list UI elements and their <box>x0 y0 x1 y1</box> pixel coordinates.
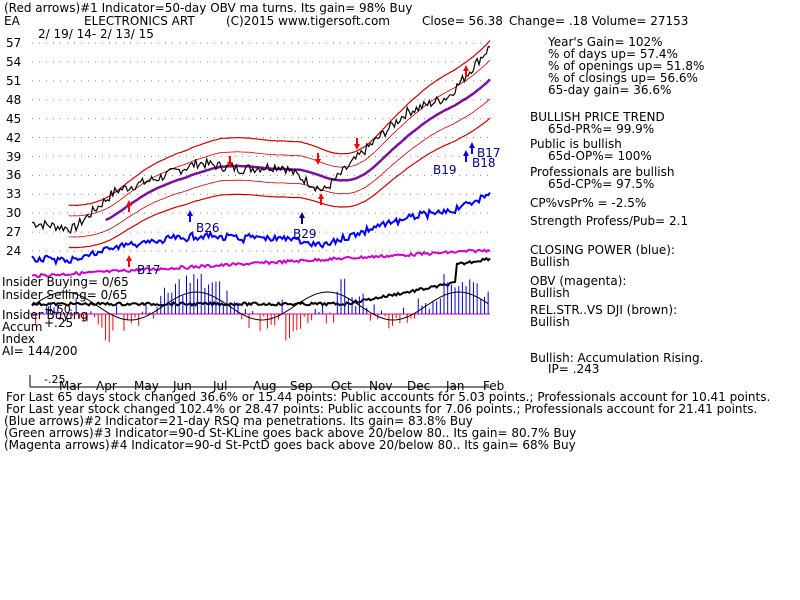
y-tick-label: 45 <box>6 112 22 126</box>
band-line <box>68 98 491 238</box>
obv-line <box>31 248 491 279</box>
index-label: Index <box>2 332 36 346</box>
x-tick-label: Feb <box>483 379 505 393</box>
blue-buy-arrow <box>463 150 469 162</box>
days-up: % of days up= 57.4% <box>548 47 678 61</box>
y-tick-label: 39 <box>6 150 22 164</box>
x-tick-label: Aug <box>253 379 277 393</box>
closing-power-line <box>31 192 491 267</box>
footer-magenta-arrows: (Magenta arrows)#4 Indicator=90-d St-Pct… <box>4 438 576 452</box>
band-line <box>68 117 491 249</box>
annotation-b17-high: B17 <box>477 146 501 160</box>
footer-blue-arrows: (Blue arrows)#2 Indicator=21-day RSQ ma … <box>4 414 473 428</box>
accumulation-ma-line <box>31 291 489 321</box>
x-tick-label: Jun <box>173 379 192 393</box>
y-tick-label: 48 <box>6 93 22 107</box>
insider-selling: Insider Selling= 0/65 <box>2 288 128 302</box>
chart-grid <box>32 42 490 252</box>
obv-value: Bullish <box>530 286 570 300</box>
annotation-b17-low: B17 <box>137 263 161 277</box>
op-pct: 65d-OP%= 100% <box>548 149 652 163</box>
cpvspr: CP%vsPr% = -2.5% <box>530 196 647 210</box>
company-name: ELECTRONICS ART <box>84 14 195 28</box>
red-buy-arrow <box>318 193 324 205</box>
blue-buy-arrow <box>299 212 305 224</box>
annotation-b29: B29 <box>293 227 317 241</box>
price-bands <box>68 40 491 249</box>
y-tick-label: 36 <box>6 168 22 182</box>
annotation-b18: B18 <box>472 156 496 170</box>
pros-bullish: Professionals are bullish <box>530 165 675 179</box>
cp-pct: 65d-CP%= 97.5% <box>548 177 655 191</box>
strength: Strength Profess/Pub= 2.1 <box>530 214 689 228</box>
x-tick-label: Sep <box>290 379 313 393</box>
x-tick-label: Nov <box>369 379 393 393</box>
ip-value: IP= .243 <box>548 362 600 376</box>
accum-rising: Bullish: Accumulation Rising. <box>530 351 704 365</box>
close-value: Close= 56.38 <box>422 14 503 28</box>
x-tick-label: Oct <box>331 379 352 393</box>
closings-up: % of closings up= 56.6% <box>548 71 698 85</box>
y-tick-label: 30 <box>6 206 22 220</box>
date-range: 2/ 19/ 14- 2/ 13/ 15 <box>38 27 154 41</box>
y-tick-label: 27 <box>6 225 22 239</box>
accum-label: Accum <box>2 320 43 334</box>
red-buy-arrow <box>463 65 469 77</box>
x-tick-label: Mar <box>59 379 82 393</box>
annotation-b19: B19 <box>433 163 457 177</box>
x-tick-label: Apr <box>96 379 117 393</box>
openings-up: % of openings up= 51.8% <box>548 59 705 73</box>
accum-plus25: +.25 <box>44 316 74 330</box>
ticker: EA <box>4 14 20 28</box>
annotation-b26: B26 <box>196 221 220 235</box>
closing-power-value: Bullish <box>530 255 570 269</box>
insider-buying: Insider Buying= 0/65 <box>2 275 129 289</box>
red-buy-arrow <box>126 255 132 267</box>
public-bullish: Public is bullish <box>530 137 622 151</box>
band-line <box>68 40 491 207</box>
blue-buy-arrow <box>187 210 193 222</box>
footer-year: For Last year stock changed 102.4% or 28… <box>6 402 758 416</box>
y-tick-label: 51 <box>6 74 22 88</box>
indicator-header: (Red arrows)#1 Indicator=50-day OBV ma t… <box>4 1 413 15</box>
y-tick-label: 57 <box>6 36 22 50</box>
pr-pct: 65d-PR%= 99.9% <box>548 122 655 136</box>
bullish-trend: BULLISH PRICE TREND <box>530 110 665 124</box>
closing-power-label: CLOSING POWER (blue): <box>530 243 675 257</box>
copyright: (C)2015 www.tigersoft.com <box>226 14 390 28</box>
red-buy-arrow <box>126 200 132 212</box>
years-gain: Year's Gain= 102% <box>548 35 663 49</box>
footer-green-arrows: (Green arrows)#3 Indicator=90-d St-KLine… <box>4 426 577 440</box>
y-tick-label: 54 <box>6 55 22 69</box>
relstr-label: REL.STR..VS DJI (brown): <box>530 303 678 317</box>
red-sell-arrow <box>227 156 233 168</box>
red-sell-arrow <box>315 153 321 165</box>
footer-65-days: For Last 65 days stock changed 36.6% or … <box>6 390 771 404</box>
accum-minus25: -.25 <box>44 373 66 386</box>
gain-65: 65-day gain= 36.6% <box>548 83 672 97</box>
x-tick-label: May <box>134 379 159 393</box>
x-tick-label: Jan <box>446 379 465 393</box>
signal-arrows <box>126 65 475 267</box>
y-tick-label: 33 <box>6 187 22 201</box>
obv-label: OBV (magenta): <box>530 274 627 288</box>
red-sell-arrow <box>354 138 360 150</box>
change-volume: Change= .18 Volume= 27153 <box>509 14 689 28</box>
y-tick-label: 42 <box>6 131 22 145</box>
blue-buy-arrow <box>469 142 475 154</box>
relstr-value: Bullish <box>530 315 570 329</box>
accum-plus50: +.50 <box>44 303 71 316</box>
x-tick-label: Jul <box>213 379 228 393</box>
ai-label: AI= 144/200 <box>2 344 78 358</box>
rel-strength-line <box>31 256 491 308</box>
x-tick-label: Dec <box>407 379 431 393</box>
insider-buying-2: Insider Buying <box>2 308 88 322</box>
price-line <box>31 45 491 235</box>
band-line <box>68 59 491 217</box>
y-tick-label: 24 <box>6 244 22 258</box>
moving-average-line <box>105 78 491 222</box>
